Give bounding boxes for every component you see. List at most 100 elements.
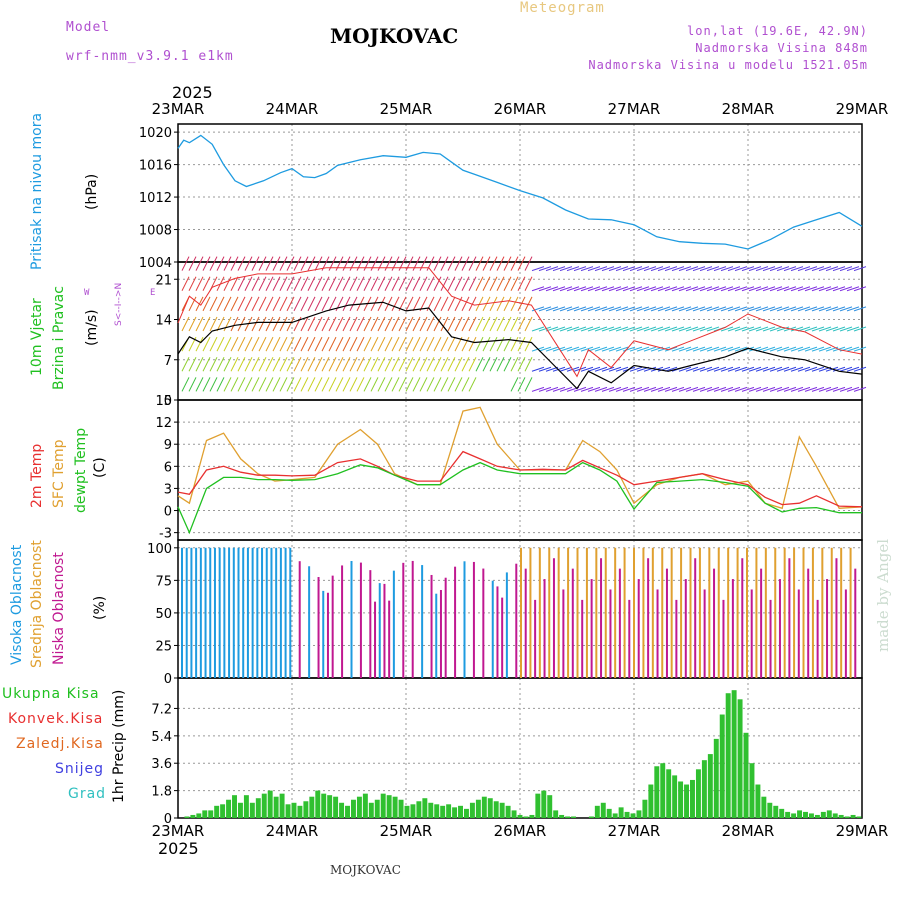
time-label-top: 23MAR <box>152 100 205 118</box>
precip-bar <box>761 796 767 818</box>
wind-barb <box>818 326 832 332</box>
cloud-bar <box>341 565 344 678</box>
station-title: MOJKOVAC <box>330 24 459 48</box>
precip-bar <box>279 793 285 818</box>
precip-bar <box>220 804 226 818</box>
cloud-bar <box>764 547 767 678</box>
cloud-bar <box>213 547 216 678</box>
y-tick-label: 0 <box>164 505 172 520</box>
precip-bar <box>350 799 356 818</box>
precip-bar <box>398 799 404 818</box>
wind-barb <box>321 296 330 312</box>
wind-barb <box>349 316 358 332</box>
wind-barb <box>699 346 713 352</box>
cloud-bar <box>821 547 824 678</box>
wind-barb <box>629 286 643 292</box>
cloud-bar <box>228 547 231 678</box>
wind-barb <box>433 316 442 332</box>
wind-barb <box>475 296 484 312</box>
wind-barb <box>202 256 211 271</box>
wind-barb <box>699 366 713 372</box>
precip-bar <box>785 811 791 818</box>
cloud-bar <box>331 575 334 678</box>
time-label-top: 25MAR <box>380 100 433 118</box>
precip-bar <box>684 784 690 818</box>
wind-barb <box>706 346 720 352</box>
wind-barb <box>300 296 309 312</box>
cloud-bar <box>717 547 720 678</box>
wind-barb <box>433 296 442 312</box>
precip-bar <box>428 802 434 818</box>
cloud-bar <box>830 547 833 678</box>
precip-bar <box>826 810 832 818</box>
wind-barb <box>300 377 309 392</box>
wind-barb <box>517 256 526 271</box>
wind-barb <box>335 296 344 312</box>
wind-barb <box>363 357 372 372</box>
wind-barb <box>489 357 498 372</box>
wind-barb <box>545 346 559 352</box>
wind-barb <box>377 336 386 352</box>
cloud-bar <box>279 547 282 678</box>
wind-barb <box>510 276 519 291</box>
wind-barb <box>489 276 498 291</box>
wind-barb <box>391 256 400 271</box>
wind-barb <box>573 346 587 352</box>
wind-barb <box>587 386 601 392</box>
cloud-bar <box>411 560 414 678</box>
cloud-bar <box>746 547 748 678</box>
precip-bar <box>267 790 273 818</box>
wind-barb <box>622 306 636 312</box>
cloud-bar <box>694 558 697 678</box>
precip-bar <box>767 802 773 818</box>
wind-barb <box>720 306 734 312</box>
wind-barb <box>559 386 573 392</box>
wind-barb <box>510 357 519 372</box>
wind-barb <box>314 316 323 332</box>
wind-barb <box>223 276 232 291</box>
wind-barb <box>419 316 428 332</box>
wind-barb <box>300 316 309 332</box>
precip-bar <box>571 816 577 818</box>
precip-bar <box>660 763 666 818</box>
wind-barb <box>622 266 636 272</box>
cloud-bar <box>199 547 202 678</box>
wind-barb <box>713 386 727 392</box>
y-tick-label: 100 <box>147 542 172 557</box>
wind-barb <box>405 296 414 312</box>
cloud-bar <box>402 562 405 678</box>
wind-barb <box>272 316 281 332</box>
cloud-bar <box>637 579 640 678</box>
wind-barb <box>692 366 706 372</box>
wind-barb <box>391 276 400 291</box>
wind-barb <box>363 256 372 271</box>
precip-bar <box>505 805 511 818</box>
wind-barb <box>587 306 601 312</box>
precip-bar <box>327 795 333 818</box>
wind-barb <box>251 357 260 372</box>
cloud-bar <box>378 583 381 678</box>
wind-barb <box>839 306 853 312</box>
wind-barb <box>454 256 463 271</box>
cloud-bar <box>680 547 683 678</box>
wind-barb <box>384 316 393 332</box>
wind-barb <box>328 296 337 312</box>
wind-barb <box>566 326 580 332</box>
wind-barb <box>608 286 622 292</box>
wind-barb <box>790 366 804 372</box>
wind-barb <box>286 377 295 392</box>
wind-barb <box>223 316 232 332</box>
wind-barb <box>412 336 421 352</box>
legend-freezing-rain: Zaledj.Kisa <box>16 736 104 752</box>
precip-bar <box>844 816 850 818</box>
wind-barb <box>685 266 699 272</box>
wind-barb <box>615 306 629 312</box>
wind-barb <box>398 357 407 372</box>
wind-barb <box>349 276 358 291</box>
precip-bar <box>303 801 309 818</box>
wind-barb <box>720 366 734 372</box>
wind-barb <box>510 316 519 332</box>
precip-bar <box>606 808 612 818</box>
wind-barb <box>216 336 225 352</box>
precip-bar <box>202 810 208 818</box>
